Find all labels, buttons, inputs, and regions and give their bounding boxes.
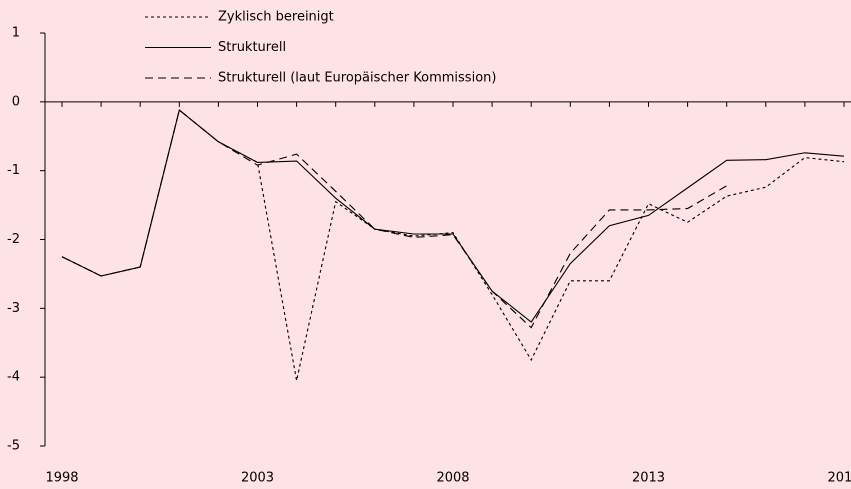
y-tick-label: -5 [7,439,20,454]
legend-label: Strukturell [218,40,286,55]
y-tick-label: -3 [7,301,20,316]
x-tick-label: 2018 [827,471,851,486]
y-tick-label: 0 [12,94,20,109]
series-line [61,109,845,323]
x-tick-label: 2008 [436,471,469,486]
x-tick-label: 2003 [241,471,274,486]
legend-label: Strukturell (laut Europäischer Kommissio… [218,71,496,86]
x-tick-label: 2013 [632,471,665,486]
y-tick-label: -4 [7,370,20,385]
y-tick-label: -1 [7,163,20,178]
y-tick-label: 1 [12,26,20,41]
x-tick-label: 1998 [45,471,78,486]
y-tick-label: -2 [7,232,20,247]
series-line [61,109,727,329]
legend-label: Zyklisch bereinigt [218,10,334,25]
series-line [61,109,845,381]
